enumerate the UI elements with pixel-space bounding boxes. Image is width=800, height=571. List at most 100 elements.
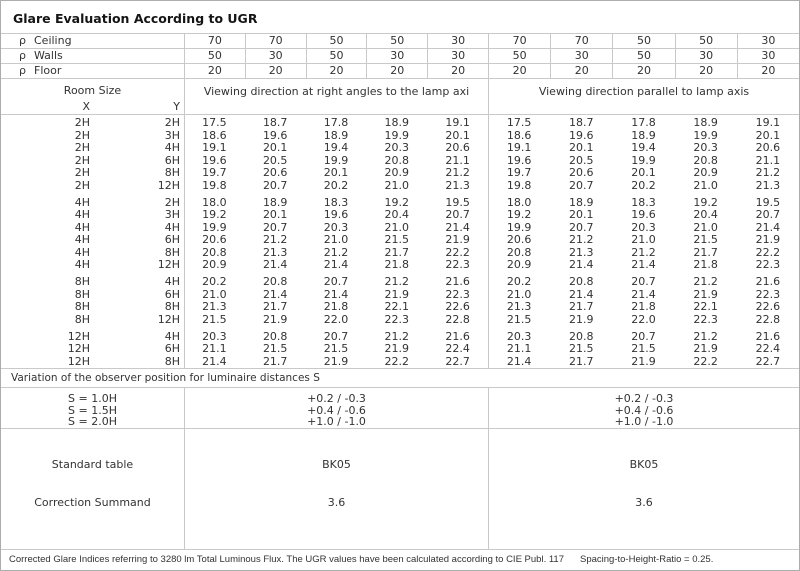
- ugr-value: 22.4: [755, 342, 781, 355]
- ugr-value: 21.4: [323, 258, 349, 271]
- ugr-value: 21.7: [262, 354, 288, 368]
- reflectance-value: 70: [550, 34, 612, 48]
- reflectance-value: 50: [612, 49, 674, 63]
- ugr-value: 21.2: [755, 166, 781, 179]
- room-size-x: 8H: [74, 312, 90, 326]
- ugr-value: 18.0: [506, 195, 532, 209]
- ugr-value: 20.8: [202, 245, 227, 259]
- ugr-value: 22.6: [755, 300, 781, 313]
- ugr-value: 19.2: [693, 195, 718, 209]
- ugr-table-row: 2H 4H 19.1 20.1 19.4 20.3 20.6 19.1 20.1 19.4 20.3…: [1, 141, 799, 155]
- ugr-value: 19.9: [693, 128, 718, 142]
- s-distance-label: S = 2.0H: [68, 415, 117, 428]
- s-distance-label: S = 1.5H: [68, 403, 117, 417]
- ugr-value: 22.0: [631, 312, 656, 326]
- table-header-row: Room Size X Y Viewing direction at right…: [1, 79, 799, 115]
- room-size-y: 4H: [164, 141, 180, 154]
- ugr-block: 12H 4H 20.3 20.8 20.7 21.2 21.6 20.3 20.8 20.7 21.…: [1, 329, 799, 369]
- s-variation-value: +0.4 / -0.6: [614, 403, 674, 417]
- reflectance-value: 20: [674, 64, 737, 78]
- reflectance-value: 30: [736, 49, 799, 63]
- reflectance-value: 20: [612, 64, 674, 78]
- correction-summand-label: Correction Summand: [34, 496, 151, 509]
- reflectance-value: 30: [674, 49, 737, 63]
- ugr-value: 22.8: [445, 312, 470, 326]
- room-size-x: 4H: [74, 233, 90, 246]
- ugr-value: 21.9: [323, 354, 349, 368]
- reflectance-surface-label: Walls: [34, 49, 63, 62]
- section-divider: [488, 115, 489, 368]
- ugr-value: 20.8: [506, 245, 532, 259]
- ugr-value: 20.9: [202, 258, 227, 271]
- room-size-y: 4H: [164, 329, 180, 343]
- ugr-value: 21.2: [384, 329, 410, 343]
- reflectance-surface-label: Ceiling: [34, 34, 72, 47]
- ugr-value: 21.1: [202, 342, 227, 355]
- reflectance-row-label: ρ Ceiling: [1, 34, 184, 48]
- reflectance-value: 20: [366, 64, 427, 78]
- ugr-value: 21.9: [693, 342, 718, 355]
- ugr-value: 21.0: [693, 178, 718, 192]
- ugr-value: 21.4: [755, 220, 781, 234]
- standard-table-value: BK05: [629, 458, 659, 471]
- ugr-value: 20.7: [631, 329, 656, 343]
- ugr-value: 22.3: [445, 287, 470, 301]
- ugr-value: 20.3: [202, 329, 227, 343]
- ugr-value: 19.2: [384, 195, 410, 209]
- reflectance-value: 30: [427, 34, 488, 48]
- ugr-value: 21.2: [569, 233, 594, 246]
- ugr-value: 22.8: [755, 312, 781, 326]
- ugr-block: 8H 4H 20.2 20.8 20.7 21.2 21.6 20.2 20.8 20.7 21.2…: [1, 275, 799, 326]
- ugr-value: 20.1: [262, 208, 288, 221]
- ugr-value: 20.7: [323, 329, 349, 343]
- ugr-value: 21.2: [384, 275, 410, 288]
- reflectance-value: 30: [366, 49, 427, 63]
- room-size-x: 12H: [67, 329, 90, 343]
- ugr-value: 18.9: [569, 195, 594, 209]
- ugr-value: 21.2: [693, 329, 718, 343]
- correction-summand-value: 3.6: [635, 496, 653, 509]
- room-size-y: 6H: [164, 153, 180, 167]
- reflectance-row-label: ρ Floor: [1, 64, 184, 78]
- ugr-value: 19.7: [202, 166, 227, 179]
- ugr-value: 20.4: [693, 208, 718, 221]
- room-size-y: 2H: [164, 195, 180, 209]
- s-distances-region: S = 1.0H S = 1.5H S = 2.0H +0.2 / -0.3 +0.4…: [1, 388, 799, 429]
- ugr-value: 21.5: [202, 312, 227, 326]
- ugr-table-row: 2H 12H 19.8 20.7 20.2 21.0 21.3 19.8 20.7 20.2 21.…: [1, 178, 799, 193]
- ugr-value: 21.2: [323, 245, 349, 259]
- room-size-x: 12H: [67, 342, 90, 355]
- ugr-value: 21.7: [569, 300, 594, 313]
- ugr-value: 22.3: [755, 287, 781, 301]
- s-variation-value: +1.0 / -1.0: [307, 415, 366, 428]
- ugr-table-row: 12H 8H 21.4 21.7 21.9 22.2 22.7 21.4 21.7 21.9 22.…: [1, 354, 799, 369]
- s-right-values: +0.2 / -0.3 +0.4 / -0.6 +1.0 / -1.0: [488, 388, 799, 428]
- ugr-value: 18.9: [323, 128, 349, 142]
- ugr-data-region: 2H 2H 17.5 18.7 17.8 18.9 19.1 17.5 18.7 17.8 18.9…: [1, 115, 799, 369]
- ugr-table-row: 4H 12H 20.9 21.4 21.4 21.8 22.3 20.9 21.4 21.4 21.…: [1, 258, 799, 272]
- ugr-value: 21.6: [755, 275, 781, 288]
- ugr-value: 19.8: [506, 178, 532, 192]
- reflectance-value: 50: [612, 34, 674, 48]
- ugr-table-row: 4H 2H 18.0 18.9 18.3 19.2 19.5 18.0 18.9 18.3 19.2…: [1, 195, 799, 210]
- section-header-right-angles: Viewing direction at right angles to the…: [184, 79, 488, 114]
- ugr-value: 20.8: [262, 275, 288, 288]
- ugr-value: 20.7: [262, 178, 288, 192]
- ugr-value: 18.6: [202, 128, 227, 142]
- room-size-x: 4H: [74, 195, 90, 209]
- ugr-value: 19.5: [755, 195, 781, 209]
- ugr-value: 20.2: [323, 178, 349, 192]
- ugr-value: 17.5: [202, 116, 227, 129]
- ugr-value: 20.9: [384, 166, 410, 179]
- ugr-value: 22.3: [384, 312, 410, 326]
- ugr-value: 20.9: [506, 258, 532, 271]
- ugr-value: 21.4: [202, 354, 227, 368]
- ugr-value: 18.0: [202, 195, 227, 209]
- ugr-value: 22.3: [755, 258, 781, 271]
- reflectance-value: 20: [184, 64, 245, 78]
- ugr-value: 20.7: [445, 208, 470, 221]
- rho-symbol: ρ: [19, 64, 26, 77]
- ugr-value: 21.3: [506, 300, 532, 313]
- ugr-value: 21.4: [323, 287, 349, 301]
- ugr-value: 21.7: [384, 245, 410, 259]
